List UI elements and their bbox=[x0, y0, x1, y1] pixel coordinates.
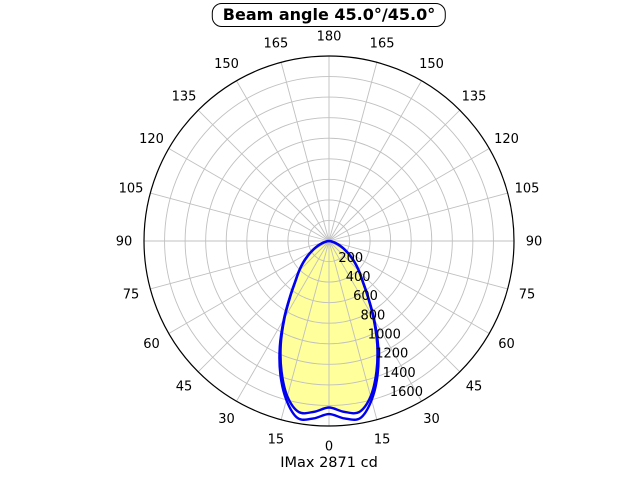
angle-label: 150 bbox=[214, 57, 239, 72]
angle-gridline bbox=[328, 240, 508, 290]
angle-label: 165 bbox=[263, 37, 288, 52]
angle-gridline bbox=[328, 240, 490, 334]
angle-label: 90 bbox=[116, 235, 133, 250]
angle-label: 60 bbox=[498, 337, 515, 352]
angle-gridline bbox=[328, 109, 461, 242]
chart-title-box: Beam angle 45.0°/45.0° bbox=[211, 3, 447, 27]
angle-label: 75 bbox=[519, 288, 536, 303]
angle-label: 45 bbox=[466, 380, 483, 395]
angle-label: 165 bbox=[370, 37, 395, 52]
angle-label: 90 bbox=[526, 235, 543, 250]
angle-gridline bbox=[236, 80, 330, 242]
angle-gridline bbox=[168, 148, 330, 242]
angle-label: 60 bbox=[143, 337, 160, 352]
angle-gridline bbox=[328, 62, 378, 242]
angle-label: 120 bbox=[494, 132, 519, 147]
angle-label: 135 bbox=[172, 90, 197, 105]
radius-label: 1600 bbox=[390, 385, 423, 400]
angle-label: 120 bbox=[139, 132, 164, 147]
angle-label: 105 bbox=[515, 181, 540, 196]
angle-label: 105 bbox=[119, 181, 144, 196]
outer-circle bbox=[143, 55, 515, 427]
imax-label: IMax 2871 cd bbox=[280, 455, 378, 471]
radius-label: 200 bbox=[338, 251, 363, 266]
angle-label: 15 bbox=[268, 433, 285, 448]
angle-gridline bbox=[197, 109, 330, 242]
radius-label: 1000 bbox=[368, 328, 401, 343]
radius-label: 1200 bbox=[375, 347, 408, 362]
radius-label: 600 bbox=[353, 289, 378, 304]
angle-label: 75 bbox=[123, 288, 140, 303]
angle-gridline bbox=[280, 240, 330, 420]
radius-label: 400 bbox=[346, 270, 371, 285]
angle-gridline bbox=[328, 240, 461, 373]
angle-label: 30 bbox=[423, 412, 440, 427]
angle-label: 180 bbox=[317, 30, 342, 45]
chart-title: Beam angle 45.0°/45.0° bbox=[222, 5, 436, 24]
angle-label: 150 bbox=[419, 57, 444, 72]
angle-label: 30 bbox=[218, 412, 235, 427]
radius-label: 1400 bbox=[383, 366, 416, 381]
angle-gridline bbox=[197, 240, 330, 373]
angle-label: 45 bbox=[176, 380, 193, 395]
angle-gridline bbox=[328, 80, 422, 242]
radius-label: 800 bbox=[361, 308, 386, 323]
angle-label: 135 bbox=[462, 90, 487, 105]
angle-gridline bbox=[150, 240, 330, 290]
angle-gridline bbox=[328, 148, 490, 242]
angle-label: 0 bbox=[325, 440, 333, 455]
angle-gridline bbox=[168, 240, 330, 334]
angle-label: 15 bbox=[374, 433, 391, 448]
angle-gridline bbox=[150, 192, 330, 242]
angle-gridline bbox=[328, 240, 378, 420]
angle-gridline bbox=[328, 192, 508, 242]
beam-curve-inner bbox=[279, 239, 379, 415]
angle-gridline bbox=[280, 62, 330, 242]
